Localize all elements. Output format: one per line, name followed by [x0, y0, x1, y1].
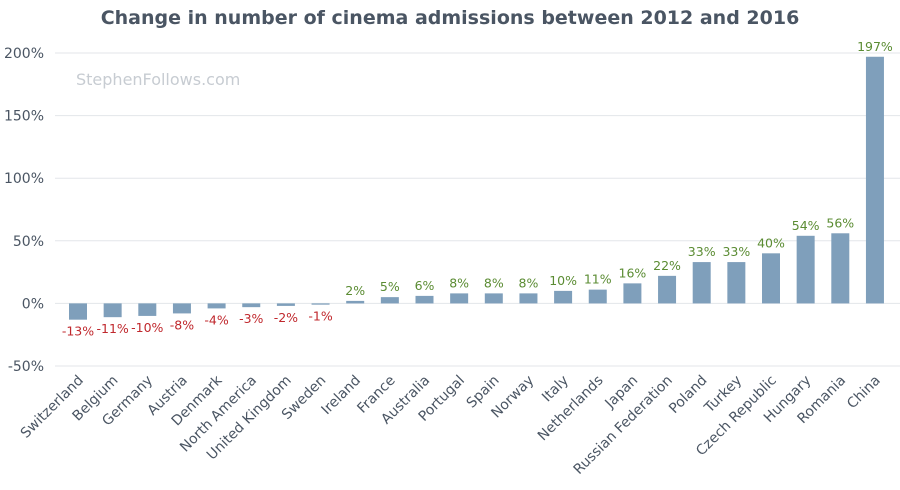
- data-label: -1%: [308, 309, 332, 324]
- data-label: 40%: [757, 235, 785, 250]
- bar: [172, 303, 191, 314]
- bar: [692, 262, 711, 304]
- bar: [380, 297, 399, 304]
- data-label: 33%: [722, 244, 750, 259]
- data-label: 8%: [519, 275, 539, 290]
- bar: [762, 253, 780, 304]
- data-labels: -13% -11% -10% -8% -4% -3% -2% -1% 2% 5% 6% 8% 8% 8% 1…: [62, 39, 893, 339]
- bar: [69, 303, 87, 320]
- bar: [623, 283, 642, 304]
- bar: [727, 262, 746, 304]
- data-label: 11%: [584, 272, 612, 287]
- data-label: -8%: [170, 317, 194, 332]
- gridlines: [55, 52, 900, 367]
- watermark: StephenFollows.com: [76, 70, 241, 89]
- data-label: -2%: [274, 310, 298, 325]
- bar: [242, 303, 261, 308]
- x-tick-label: Ireland: [318, 373, 364, 419]
- y-tick-label: 0%: [22, 296, 44, 312]
- bar: [554, 290, 573, 304]
- data-label: 8%: [449, 275, 469, 290]
- bars: [69, 56, 884, 320]
- y-tick-label: 200%: [4, 46, 44, 62]
- data-label: 2%: [345, 283, 365, 298]
- data-label: 56%: [826, 215, 854, 230]
- bar: [450, 293, 469, 304]
- data-label: -3%: [239, 311, 263, 326]
- data-label: -13%: [62, 324, 94, 339]
- bar: [796, 235, 815, 304]
- data-label: 5%: [380, 279, 400, 294]
- data-label: -10%: [131, 320, 163, 335]
- data-label: 6%: [415, 278, 435, 293]
- bar: [865, 56, 884, 304]
- data-label: 197%: [857, 39, 893, 54]
- data-label: 33%: [688, 244, 716, 259]
- data-label: 54%: [792, 218, 820, 233]
- bar: [415, 295, 434, 304]
- data-label: 10%: [549, 273, 577, 288]
- bar: [519, 293, 538, 304]
- y-axis: -50% 0% 50% 100% 150% 200%: [4, 46, 44, 375]
- data-label: 8%: [484, 275, 504, 290]
- bar: [311, 303, 330, 305]
- bar: [103, 303, 122, 318]
- x-tick-label: China: [844, 373, 884, 413]
- y-tick-label: -50%: [8, 359, 44, 375]
- bar: [588, 289, 607, 304]
- data-label: 22%: [653, 258, 681, 273]
- data-label: -11%: [97, 321, 129, 336]
- bar: [484, 293, 503, 304]
- data-label: 16%: [619, 265, 647, 280]
- y-tick-label: 100%: [4, 171, 44, 187]
- data-label: -4%: [204, 312, 228, 327]
- chart-title: Change in number of cinema admissions be…: [100, 7, 800, 29]
- y-tick-label: 150%: [4, 109, 44, 125]
- x-tick-label: Poland: [666, 373, 710, 417]
- bar: [658, 275, 677, 304]
- bar: [831, 233, 850, 304]
- x-axis: SwitzerlandBelgiumGermanyAustriaDenmarkN…: [18, 372, 884, 478]
- y-tick-label: 50%: [13, 234, 44, 250]
- bar: [276, 303, 295, 306]
- bar: [207, 303, 226, 309]
- bar: [138, 303, 157, 316]
- bar: [346, 300, 365, 304]
